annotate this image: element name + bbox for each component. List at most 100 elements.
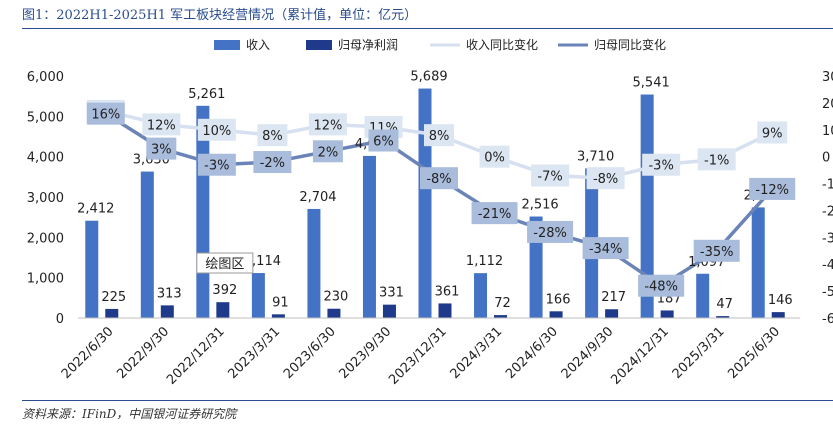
x-tick-label: 2025/3/31: [670, 324, 728, 382]
figure-title: 图1：2022H1-2025H1 军工板块经营情况（累计值，单位：亿元）: [22, 8, 418, 23]
profit-yoy-label-group: -34%: [582, 237, 629, 260]
profit-yoy-label-box: [638, 274, 685, 297]
profit-value-label: 217: [601, 290, 626, 305]
revenue-yoy-label: 8%: [262, 129, 283, 144]
revenue-yoy-label: 0%: [484, 151, 505, 166]
profit-value-label: 166: [546, 292, 571, 307]
revenue-yoy-label-box: [531, 164, 570, 187]
profit-yoy-label-group: 2%: [312, 140, 343, 163]
revenue-value-label: 2,704: [299, 190, 336, 205]
right-tick-label: -5: [822, 285, 833, 300]
profit-yoy-label: -48%: [644, 280, 678, 295]
revenue-yoy-label-group: -3%: [642, 153, 681, 176]
legend-swatch-1: [306, 40, 332, 50]
revenue-yoy-label: -7%: [537, 169, 562, 184]
revenue-yoy-label-group: 0%: [479, 145, 510, 168]
profit-yoy-label-box: [312, 140, 343, 163]
profit-yoy-label: 2%: [318, 145, 339, 160]
left-tick-label: 5,000: [27, 110, 64, 125]
revenue-yoy-label-group: -8%: [586, 167, 625, 190]
legend-label-1: 归母净利润: [338, 38, 398, 52]
revenue-yoy-label-box: [642, 153, 681, 176]
profit-yoy-label-box: [146, 137, 177, 160]
profit-yoy-label: -8%: [426, 172, 451, 187]
profit-value-label: 225: [101, 290, 126, 305]
revenue-value-label: 2,516: [521, 198, 558, 213]
x-tick-label: 2023/6/30: [281, 324, 339, 382]
profit-yoy-label-box: [527, 220, 574, 243]
right-axis: 30 20 10 0 -1 -2 -3 -4 -5 -6: [822, 70, 833, 327]
profit-yoy-label: 16%: [91, 108, 120, 123]
profit-yoy-label-group: 3%: [146, 137, 177, 160]
bar-revenue: [474, 273, 488, 318]
profit-yoy-label-box: [253, 151, 292, 174]
revenue-yoy-label-group: 12%: [142, 113, 181, 136]
bar-profit: [216, 302, 230, 318]
revenue-yoy-label-box: [586, 167, 625, 190]
profit-yoy-label-box: [693, 239, 740, 262]
left-axis: 0 1,000 2,000 3,000 4,000 5,000 6,000: [27, 70, 64, 327]
x-tick-label: 2024/9/30: [559, 324, 617, 382]
legend-label-3: 归母同比变化: [594, 37, 666, 52]
revenue-yoy-label: -1%: [704, 153, 729, 168]
profit-value-label: 392: [212, 283, 237, 298]
profit-yoy-label-group: 6%: [368, 129, 399, 152]
profit-value-label: 47: [716, 297, 733, 312]
right-tick-label: -6: [822, 312, 833, 327]
revenue-value-label: 3,710: [577, 149, 614, 164]
left-tick-label: 2,000: [27, 231, 64, 246]
left-tick-label: 4,000: [27, 151, 64, 166]
profit-value-label: 72: [494, 296, 511, 311]
right-tick-label: 30: [822, 70, 833, 85]
profit-yoy-label: -28%: [533, 226, 567, 241]
revenue-yoy-label-group: -1%: [697, 148, 736, 171]
bar-revenue: [751, 207, 765, 318]
revenue-yoy-label: 12%: [147, 118, 176, 133]
profit-yoy-label: 6%: [373, 135, 394, 150]
right-tick-label: -4: [822, 258, 833, 273]
labels: 2,4122253,6303135,2613921,114912,7042304…: [77, 70, 796, 312]
revenue-yoy-label: 8%: [429, 129, 450, 144]
bar-profit: [494, 315, 508, 318]
x-tick-label: 2022/6/30: [59, 324, 117, 382]
profit-yoy-label: -21%: [478, 207, 512, 222]
revenue-yoy-label: -8%: [593, 172, 618, 187]
tooltip-layer: 绘图区: [196, 252, 254, 274]
profit-yoy-label-box: [471, 202, 518, 225]
profit-value-label: 361: [435, 284, 460, 299]
profit-yoy-label-group: -12%: [749, 177, 796, 200]
profit-yoy-label: -35%: [700, 245, 734, 260]
bar-profit: [271, 314, 285, 318]
profit-value-label: 331: [379, 286, 404, 301]
profit-yoy-label-group: -8%: [420, 167, 458, 190]
bar-profit: [160, 305, 174, 318]
bar-revenue: [362, 155, 376, 318]
profit-yoy-label-box: [86, 102, 125, 125]
x-tick-label: 2022/9/30: [114, 324, 172, 382]
bottom-rule: [22, 400, 833, 401]
revenue-yoy-label-group: 8%: [257, 124, 288, 147]
legend-label-0: 收入: [246, 38, 270, 52]
profit-yoy-label-box: [197, 153, 236, 176]
revenue-yoy-label-box: [142, 113, 181, 136]
x-tick-label: 2023/9/30: [337, 324, 395, 382]
profit-yoy-label-box: [368, 129, 399, 152]
profit-yoy-label: -12%: [755, 183, 789, 198]
revenue-yoy-label-group: 8%: [424, 124, 454, 147]
bar-profit: [605, 309, 619, 318]
revenue-yoy-label-box: [757, 121, 788, 144]
revenue-yoy-label-box: [424, 124, 454, 147]
bar-revenue: [640, 94, 654, 318]
profit-value-label: 230: [324, 290, 349, 305]
revenue-yoy-label: 9%: [762, 126, 783, 141]
tooltip-box: [196, 252, 254, 274]
bar-profit: [771, 312, 785, 318]
bar-revenue: [307, 208, 321, 318]
x-tick-label: 2024/6/30: [503, 324, 561, 382]
revenue-value-label: 2,412: [77, 202, 114, 217]
profit-value-label: 91: [272, 295, 289, 310]
profit-yoy-label: -3%: [204, 159, 229, 174]
revenue-yoy-label-group: -7%: [531, 164, 570, 187]
title-rule: [22, 28, 833, 29]
bar-profit: [105, 308, 119, 318]
